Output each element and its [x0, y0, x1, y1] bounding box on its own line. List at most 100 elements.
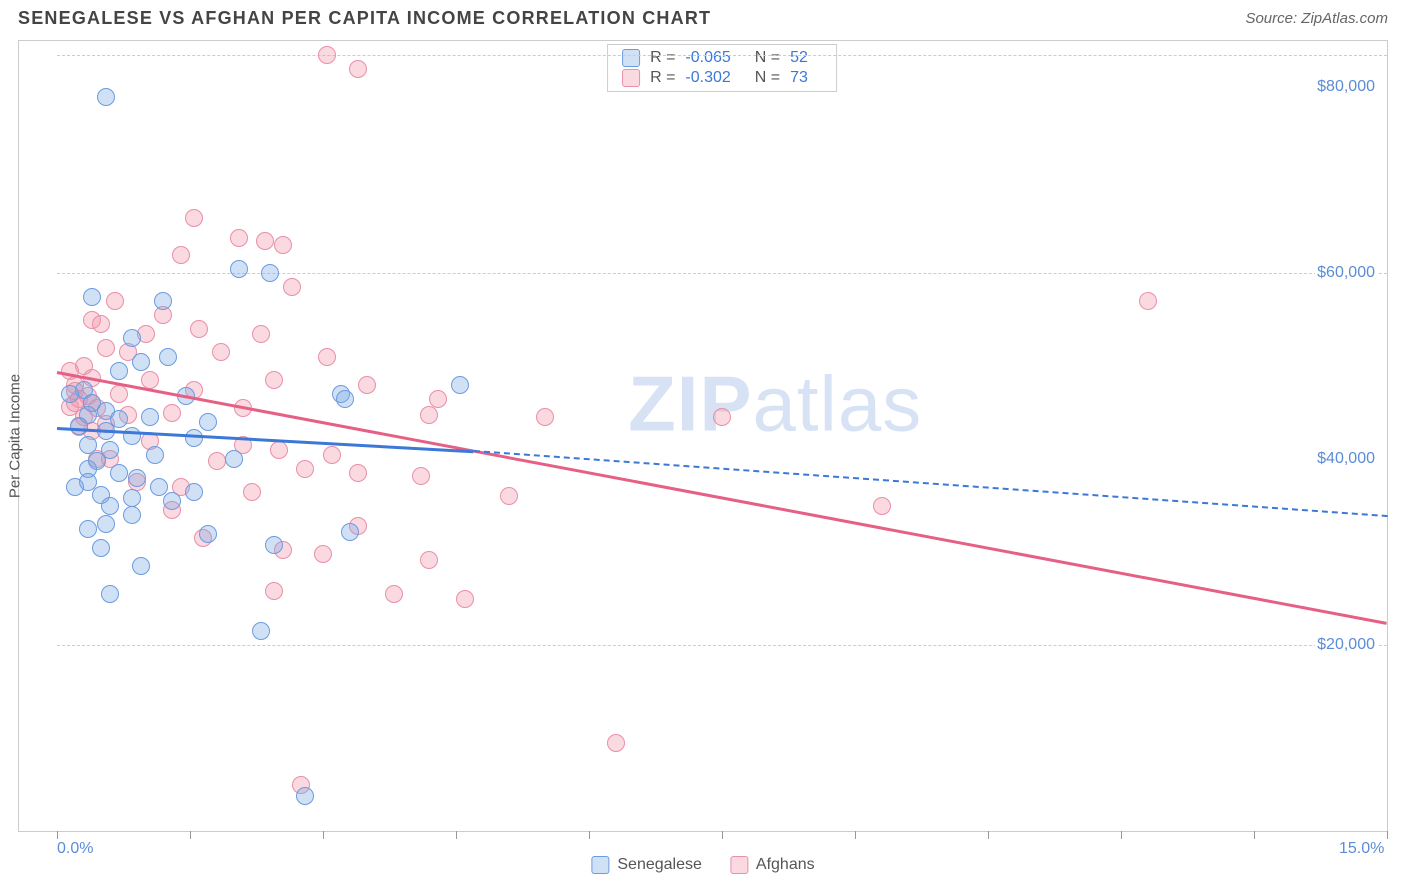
data-point [97, 339, 115, 357]
data-point [261, 264, 279, 282]
x-axis-last-label: 15.0% [1339, 840, 1384, 858]
swatch-senegalese-bottom [591, 856, 609, 874]
trend-line [474, 450, 1387, 517]
chart-header: SENEGALESE VS AFGHAN PER CAPITA INCOME C… [0, 0, 1406, 35]
swatch-senegalese [622, 49, 640, 67]
data-point [385, 585, 403, 603]
data-point [456, 590, 474, 608]
n-value-1: 73 [790, 69, 808, 87]
data-point [500, 487, 518, 505]
data-point [323, 446, 341, 464]
data-point [336, 390, 354, 408]
data-point [172, 246, 190, 264]
n-label-1: N = [755, 69, 780, 87]
legend-stats: R = -0.065 N = 52 R = -0.302 N = 73 [607, 44, 837, 92]
data-point [296, 787, 314, 805]
data-point [154, 292, 172, 310]
data-point [230, 260, 248, 278]
data-point [265, 582, 283, 600]
data-point [97, 515, 115, 533]
data-point [110, 410, 128, 428]
y-tick-label: $40,000 [1315, 450, 1377, 468]
data-point [318, 46, 336, 64]
data-point [208, 452, 226, 470]
data-point [607, 734, 625, 752]
data-point [163, 404, 181, 422]
data-point [97, 88, 115, 106]
data-point [314, 545, 332, 563]
data-point [163, 492, 181, 510]
gridline [57, 55, 1387, 56]
data-point [225, 450, 243, 468]
data-point [92, 539, 110, 557]
data-point [141, 408, 159, 426]
chart-source: Source: ZipAtlas.com [1245, 10, 1388, 27]
data-point [61, 385, 79, 403]
x-tick [1387, 831, 1388, 839]
data-point [110, 464, 128, 482]
data-point [265, 371, 283, 389]
x-tick [1121, 831, 1122, 839]
data-point [132, 557, 150, 575]
x-axis-first-label: 0.0% [57, 840, 93, 858]
legend-item-senegalese: Senegalese [591, 856, 702, 874]
data-point [83, 288, 101, 306]
data-point [123, 489, 141, 507]
gridline [57, 273, 1387, 274]
data-point [212, 343, 230, 361]
data-point [79, 520, 97, 538]
data-point [420, 551, 438, 569]
data-point [296, 460, 314, 478]
data-point [123, 427, 141, 445]
n-value-0: 52 [790, 49, 808, 67]
data-point [110, 385, 128, 403]
data-point [185, 483, 203, 501]
x-tick [589, 831, 590, 839]
data-point [101, 585, 119, 603]
y-tick-label: $60,000 [1315, 264, 1377, 282]
data-point [199, 525, 217, 543]
data-point [270, 441, 288, 459]
data-point [265, 536, 283, 554]
data-point [106, 292, 124, 310]
data-point [358, 376, 376, 394]
data-point [873, 497, 891, 515]
data-point [713, 408, 731, 426]
data-point [70, 417, 88, 435]
data-point [190, 320, 208, 338]
n-label-0: N = [755, 49, 780, 67]
x-tick [855, 831, 856, 839]
data-point [146, 446, 164, 464]
data-point [199, 413, 217, 431]
data-point [318, 348, 336, 366]
y-axis-label: Per Capita Income [7, 374, 24, 498]
data-point [128, 469, 146, 487]
data-point [1139, 292, 1157, 310]
x-tick [1254, 831, 1255, 839]
data-point [123, 329, 141, 347]
legend-label-senegalese: Senegalese [617, 856, 702, 874]
r-value-0: -0.065 [685, 49, 730, 67]
data-point [230, 229, 248, 247]
data-point [123, 506, 141, 524]
watermark: ZIPatlas [628, 359, 922, 450]
data-point [420, 406, 438, 424]
data-point [283, 278, 301, 296]
legend-bottom: Senegalese Afghans [591, 856, 814, 874]
data-point [451, 376, 469, 394]
data-point [252, 325, 270, 343]
legend-stats-row-1: R = -0.302 N = 73 [622, 68, 822, 88]
r-label-1: R = [650, 69, 675, 87]
swatch-afghans-bottom [730, 856, 748, 874]
watermark-bold: ZIP [628, 360, 752, 448]
legend-label-afghans: Afghans [756, 856, 815, 874]
data-point [132, 353, 150, 371]
plot-area: ZIPatlas R = -0.065 N = 52 R = -0.302 N … [57, 41, 1387, 831]
legend-stats-row-0: R = -0.065 N = 52 [622, 48, 822, 68]
x-tick [988, 831, 989, 839]
data-point [252, 622, 270, 640]
r-label-0: R = [650, 49, 675, 67]
data-point [243, 483, 261, 501]
data-point [92, 315, 110, 333]
data-point [101, 497, 119, 515]
